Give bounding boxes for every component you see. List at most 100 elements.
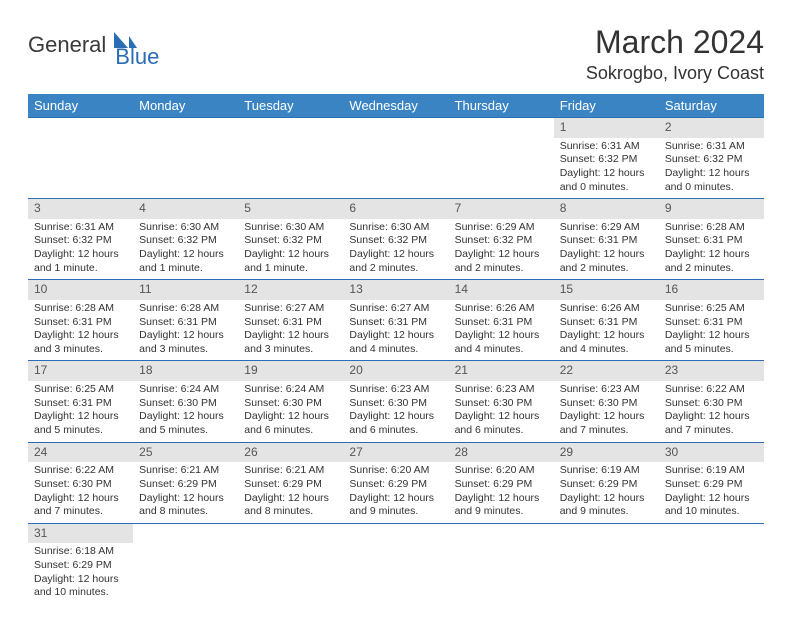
day-number-row: 3456789 xyxy=(28,199,764,219)
day-detail-cell: Sunrise: 6:20 AMSunset: 6:29 PMDaylight:… xyxy=(449,462,554,523)
daylight-text-1: Daylight: 12 hours xyxy=(139,329,232,343)
sunset-text: Sunset: 6:29 PM xyxy=(139,478,232,492)
day-number-row: 31 xyxy=(28,523,764,543)
calendar-body: 12Sunrise: 6:31 AMSunset: 6:32 PMDayligh… xyxy=(28,118,764,604)
day-detail-cell xyxy=(133,543,238,604)
sunset-text: Sunset: 6:31 PM xyxy=(34,397,127,411)
daylight-text-2: and 6 minutes. xyxy=(244,424,337,438)
daylight-text-1: Daylight: 12 hours xyxy=(560,492,653,506)
sunset-text: Sunset: 6:32 PM xyxy=(560,153,653,167)
daylight-text-1: Daylight: 12 hours xyxy=(349,248,442,262)
daylight-text-1: Daylight: 12 hours xyxy=(244,248,337,262)
day-detail-cell xyxy=(238,138,343,199)
sunrise-text: Sunrise: 6:29 AM xyxy=(455,221,548,235)
sunrise-text: Sunrise: 6:19 AM xyxy=(665,464,758,478)
day-detail-cell: Sunrise: 6:24 AMSunset: 6:30 PMDaylight:… xyxy=(238,381,343,442)
weekday-header: Thursday xyxy=(449,94,554,118)
day-detail-cell: Sunrise: 6:31 AMSunset: 6:32 PMDaylight:… xyxy=(554,138,659,199)
sunrise-text: Sunrise: 6:30 AM xyxy=(139,221,232,235)
sunset-text: Sunset: 6:29 PM xyxy=(349,478,442,492)
sunset-text: Sunset: 6:29 PM xyxy=(665,478,758,492)
day-number-cell: 22 xyxy=(554,361,659,381)
day-number-cell: 23 xyxy=(659,361,764,381)
sunrise-text: Sunrise: 6:21 AM xyxy=(139,464,232,478)
day-number-cell xyxy=(133,118,238,138)
daylight-text-1: Daylight: 12 hours xyxy=(560,248,653,262)
sunrise-text: Sunrise: 6:24 AM xyxy=(244,383,337,397)
day-detail-cell: Sunrise: 6:26 AMSunset: 6:31 PMDaylight:… xyxy=(554,300,659,361)
daylight-text-1: Daylight: 12 hours xyxy=(665,167,758,181)
day-detail-cell: Sunrise: 6:28 AMSunset: 6:31 PMDaylight:… xyxy=(133,300,238,361)
sunrise-text: Sunrise: 6:23 AM xyxy=(349,383,442,397)
daylight-text-2: and 9 minutes. xyxy=(349,505,442,519)
day-detail-row: Sunrise: 6:31 AM Sunset: 6:32 PM Daylight:… xyxy=(28,138,764,199)
day-detail-cell: Sunrise: 6:30 AMSunset: 6:32 PMDaylight:… xyxy=(238,219,343,280)
sunrise-text: Sunrise: 6:21 AM xyxy=(244,464,337,478)
sunrise-text: Sunrise: 6:30 AM xyxy=(349,221,442,235)
day-number-cell: 17 xyxy=(28,361,133,381)
day-number-cell: 2 xyxy=(659,118,764,138)
location-subtitle: Sokrogbo, Ivory Coast xyxy=(586,63,764,84)
day-detail-cell: Sunrise: 6:27 AMSunset: 6:31 PMDaylight:… xyxy=(238,300,343,361)
sunrise-text: Sunrise: 6:28 AM xyxy=(139,302,232,316)
weekday-header: Friday xyxy=(554,94,659,118)
day-number-cell: 14 xyxy=(449,280,554,300)
daylight-text-2: and 0 minutes. xyxy=(560,181,653,195)
daylight-text-2: and 3 minutes. xyxy=(139,343,232,357)
daylight-text-1: Daylight: 12 hours xyxy=(244,410,337,424)
day-number-cell: 25 xyxy=(133,442,238,462)
sunset-text: Sunset: 6:30 PM xyxy=(244,397,337,411)
sunrise-text: Sunrise: 6:25 AM xyxy=(34,383,127,397)
day-number-cell: 15 xyxy=(554,280,659,300)
sunset-text: Sunset: 6:31 PM xyxy=(244,316,337,330)
sunset-text: Sunset: 6:31 PM xyxy=(349,316,442,330)
day-detail-cell: Sunrise: 6:31 AMSunset: 6:32 PMDaylight:… xyxy=(659,138,764,199)
day-number-cell: 19 xyxy=(238,361,343,381)
day-detail-cell: Sunrise: 6:21 AMSunset: 6:29 PMDaylight:… xyxy=(238,462,343,523)
weekday-header: Saturday xyxy=(659,94,764,118)
day-detail-cell: Sunrise: 6:19 AMSunset: 6:29 PMDaylight:… xyxy=(554,462,659,523)
day-detail-cell: Sunrise: 6:23 AMSunset: 6:30 PMDaylight:… xyxy=(554,381,659,442)
sunrise-text: Sunrise: 6:27 AM xyxy=(244,302,337,316)
daylight-text-2: and 9 minutes. xyxy=(560,505,653,519)
daylight-text-1: Daylight: 12 hours xyxy=(665,248,758,262)
day-detail-cell xyxy=(28,138,133,199)
sunrise-text: Sunrise: 6:31 AM xyxy=(665,140,758,154)
day-detail-cell: Sunrise: 6:22 AMSunset: 6:30 PMDaylight:… xyxy=(659,381,764,442)
day-detail-cell: Sunrise: 6:31 AMSunset: 6:32 PMDaylight:… xyxy=(28,219,133,280)
day-number-cell: 30 xyxy=(659,442,764,462)
daylight-text-1: Daylight: 12 hours xyxy=(665,329,758,343)
daylight-text-2: and 1 minute. xyxy=(34,262,127,276)
calendar-page: General Blue March 2024 Sokrogbo, Ivory … xyxy=(0,0,792,624)
daylight-text-1: Daylight: 12 hours xyxy=(34,410,127,424)
sunset-text: Sunset: 6:30 PM xyxy=(34,478,127,492)
day-detail-cell: Sunrise: 6:26 AMSunset: 6:31 PMDaylight:… xyxy=(449,300,554,361)
day-detail-cell: Sunrise: 6:28 AMSunset: 6:31 PMDaylight:… xyxy=(28,300,133,361)
day-number-row: 24252627282930 xyxy=(28,442,764,462)
day-detail-cell: Sunrise: 6:23 AMSunset: 6:30 PMDaylight:… xyxy=(449,381,554,442)
day-number-row: 12 xyxy=(28,118,764,138)
sunrise-text: Sunrise: 6:24 AM xyxy=(139,383,232,397)
day-detail-row: Sunrise: 6:22 AMSunset: 6:30 PMDaylight:… xyxy=(28,462,764,523)
sunset-text: Sunset: 6:31 PM xyxy=(455,316,548,330)
day-detail-row: Sunrise: 6:31 AMSunset: 6:32 PMDaylight:… xyxy=(28,219,764,280)
daylight-text-2: and 2 minutes. xyxy=(455,262,548,276)
sunrise-text: Sunrise: 6:27 AM xyxy=(349,302,442,316)
weekday-header: Sunday xyxy=(28,94,133,118)
daylight-text-2: and 5 minutes. xyxy=(34,424,127,438)
day-detail-cell xyxy=(554,543,659,604)
sunset-text: Sunset: 6:30 PM xyxy=(560,397,653,411)
weekday-header: Monday xyxy=(133,94,238,118)
day-detail-cell xyxy=(449,138,554,199)
day-detail-cell: Sunrise: 6:20 AMSunset: 6:29 PMDaylight:… xyxy=(343,462,448,523)
day-number-cell: 28 xyxy=(449,442,554,462)
daylight-text-2: and 0 minutes. xyxy=(665,181,758,195)
daylight-text-2: and 1 minute. xyxy=(139,262,232,276)
day-number-cell: 10 xyxy=(28,280,133,300)
sunset-text: Sunset: 6:31 PM xyxy=(560,234,653,248)
daylight-text-2: and 8 minutes. xyxy=(139,505,232,519)
sunset-text: Sunset: 6:32 PM xyxy=(244,234,337,248)
sunset-text: Sunset: 6:32 PM xyxy=(139,234,232,248)
daylight-text-1: Daylight: 12 hours xyxy=(34,492,127,506)
daylight-text-2: and 1 minute. xyxy=(244,262,337,276)
